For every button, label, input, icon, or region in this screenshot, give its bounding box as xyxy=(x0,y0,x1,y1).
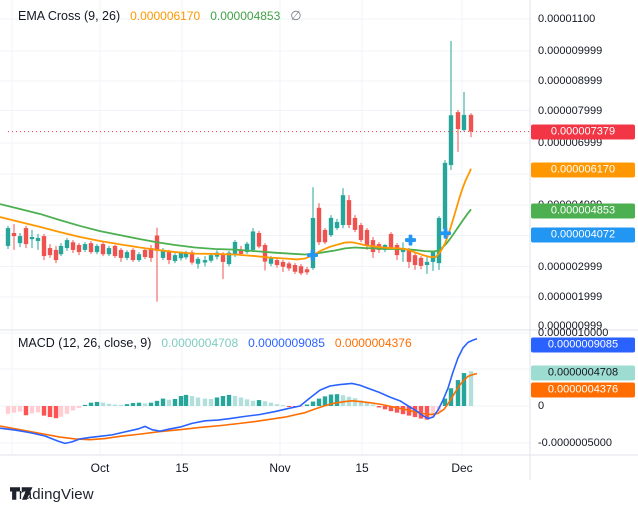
panel-separators xyxy=(0,0,638,480)
macd-line-value: 0.0000009085 xyxy=(248,336,325,350)
price-axis-label: 0.000002999 xyxy=(538,260,603,273)
ema9-price-badge: 0.000006170 xyxy=(531,162,635,178)
hidden-values-icon[interactable]: ∅ xyxy=(290,8,302,23)
last-price-price-badge: 0.000007379 xyxy=(531,124,635,139)
ema-cross-price-badge: 0.000004072 xyxy=(531,227,635,243)
time-axis-label: Dec xyxy=(451,461,473,475)
price-axis-label: 0.00001100 xyxy=(538,13,596,25)
ema-cross-markers xyxy=(307,227,451,261)
histogram-price-badge: 0.0000004708 xyxy=(531,365,635,381)
macd-indicator-legend[interactable]: MACD (12, 26, close, 9) 0.0000004708 0.0… xyxy=(18,336,412,350)
macd-histogram xyxy=(5,371,474,420)
grid-lines xyxy=(0,0,530,455)
time-axis-label: Oct xyxy=(90,461,110,475)
ema26-price-badge: 0.000004853 xyxy=(531,203,635,219)
time-axis-label: 15 xyxy=(355,461,369,475)
macd-signal-group xyxy=(0,372,478,441)
ema9-line-group xyxy=(0,168,472,261)
macd-line-group xyxy=(0,338,478,445)
macd-signal-value: 0.0000004376 xyxy=(334,336,412,350)
price-axis-label: 0.000006999 xyxy=(538,137,603,149)
price-axis-label: 0.000001999 xyxy=(538,291,603,303)
macd-axis-label: 0 xyxy=(538,400,545,412)
indicator-title: EMA Cross (9, 26) xyxy=(18,9,121,23)
macd-main-line xyxy=(0,338,478,445)
price-axis-label: 0.000000999 xyxy=(538,320,603,332)
macd-histogram-value: 0.0000004708 xyxy=(161,336,239,350)
macd-title: MACD (12, 26, close, 9) xyxy=(18,336,152,350)
tradingview-logo[interactable]: TradingView xyxy=(10,486,94,503)
macd-axis-label: -0.0000005000 xyxy=(538,437,613,449)
ema26-line-group xyxy=(0,203,472,256)
price-axis-label: 0.000008999 xyxy=(538,75,603,87)
ema9-line xyxy=(0,168,472,261)
macd-axis-label: 0.0000010000 xyxy=(538,327,609,339)
macd-price-badge: 0.0000009085 xyxy=(531,337,635,353)
time-axis-label: Nov xyxy=(269,461,291,475)
time-axis-label: 15 xyxy=(175,461,189,475)
signal-price-badge: 0.0000004376 xyxy=(531,382,635,398)
tradingview-logo-icon xyxy=(10,487,33,500)
price-indicator-legend[interactable]: EMA Cross (9, 26) 0.000006170 0.00000485… xyxy=(18,8,302,24)
chart-plot-area[interactable] xyxy=(0,0,638,480)
ema9-value: 0.000006170 xyxy=(130,9,201,23)
price-axis-label: 0.000009999 xyxy=(538,45,603,57)
ema26-line xyxy=(0,203,472,256)
ema26-value: 0.000004853 xyxy=(210,9,281,23)
macd-signal-line xyxy=(0,372,478,441)
price-axis-label: 0.000007999 xyxy=(538,104,603,117)
candlestick-series[interactable] xyxy=(5,40,474,302)
